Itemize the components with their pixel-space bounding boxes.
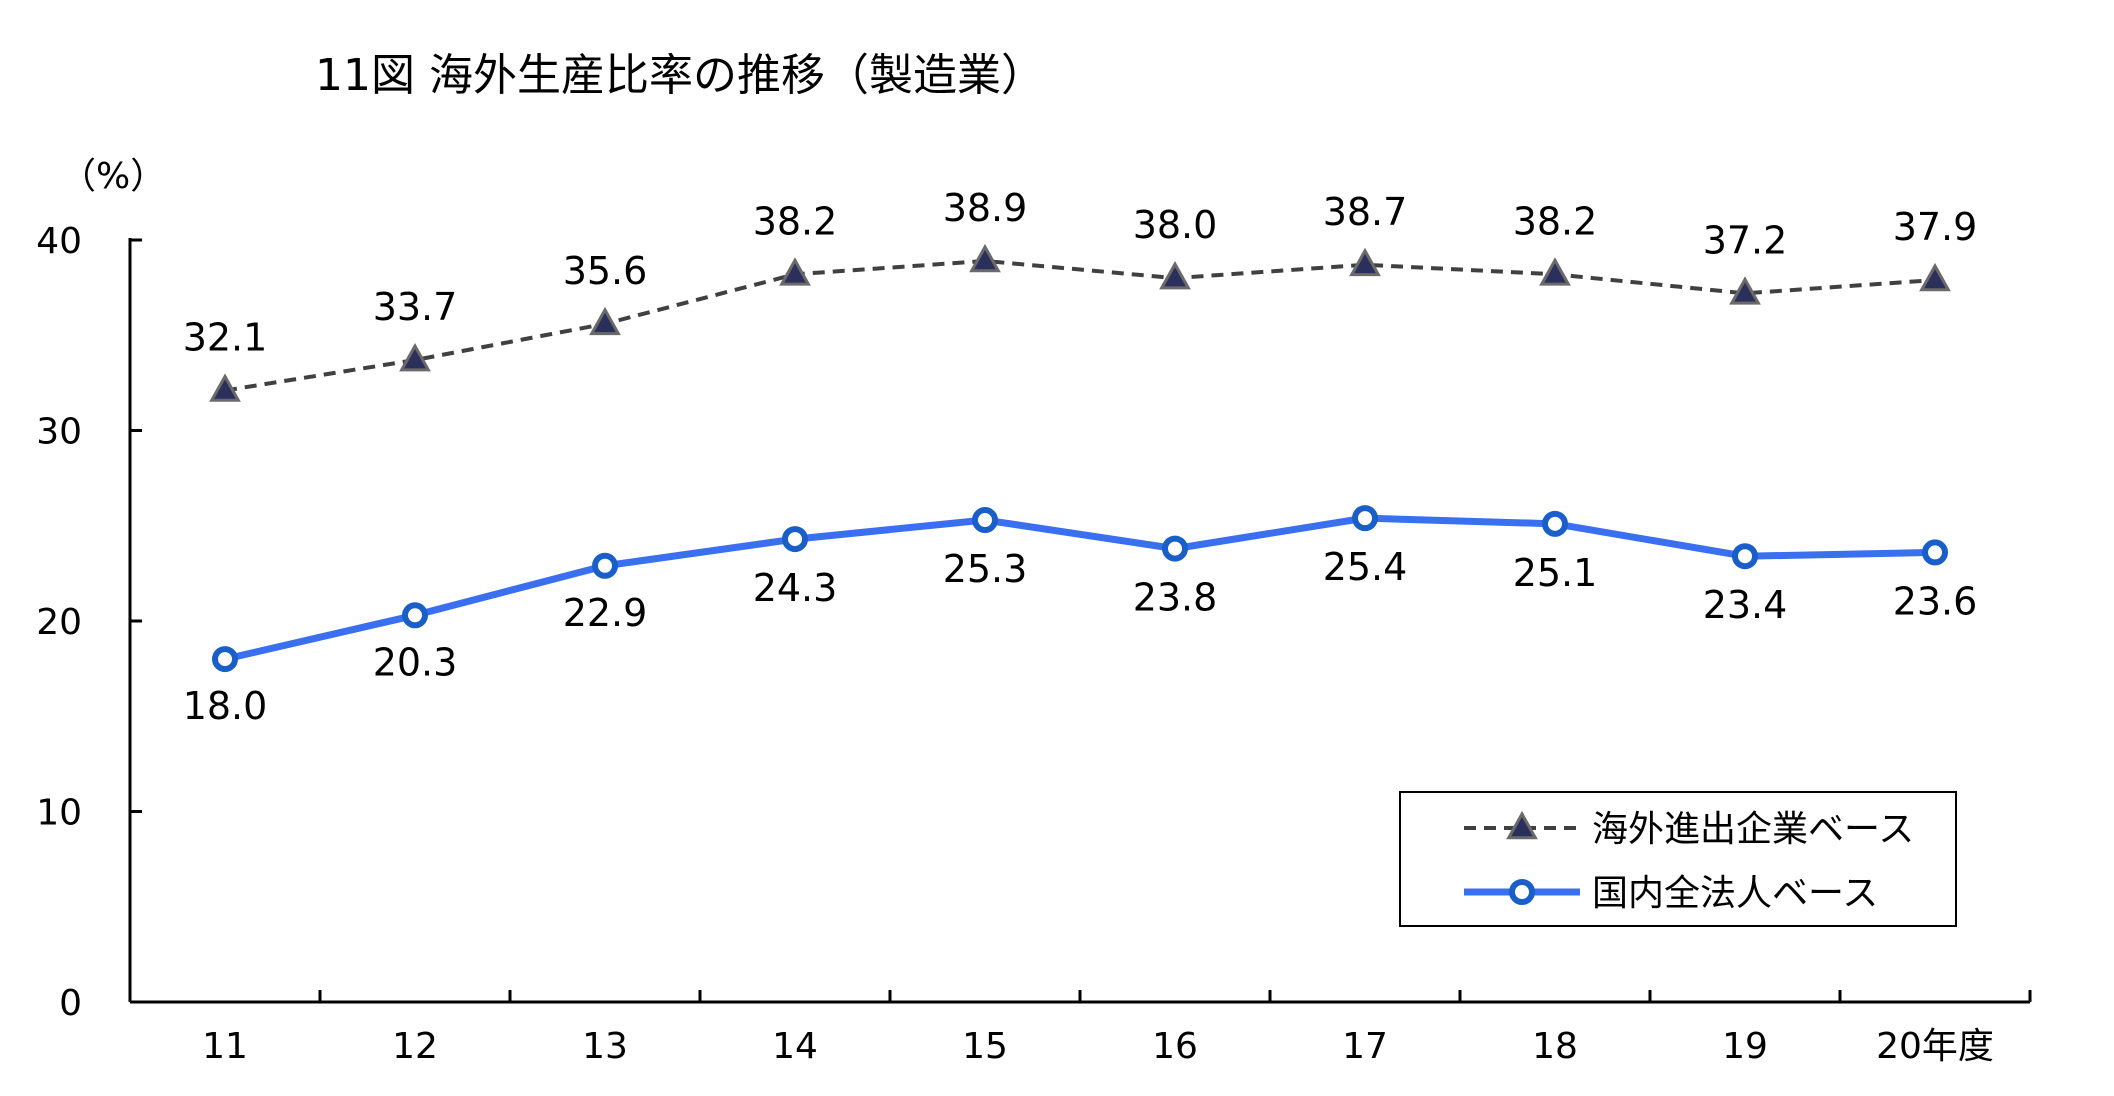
x-tick-label: 19	[1722, 1026, 1768, 1067]
data-label: 38.9	[943, 186, 1028, 230]
triangle-marker	[1349, 247, 1381, 277]
chart-title: 11図 海外生産比率の推移（製造業）	[315, 50, 1045, 101]
data-label: 25.3	[943, 547, 1028, 591]
data-label: 18.0	[183, 684, 268, 728]
x-tick-label: 13	[582, 1026, 628, 1067]
data-label: 38.2	[1513, 199, 1598, 243]
legend-box	[1399, 791, 1957, 927]
data-label: 38.0	[1133, 203, 1218, 247]
y-tick-label: 40	[36, 221, 82, 262]
legend-circle-marker	[1509, 879, 1535, 905]
triangle-marker	[1919, 262, 1951, 292]
triangle-marker	[779, 257, 811, 286]
x-tick-label: 16	[1152, 1026, 1198, 1067]
data-label: 25.1	[1513, 551, 1598, 595]
data-label: 37.9	[1893, 205, 1978, 249]
data-label: 25.4	[1323, 545, 1408, 589]
triangle-marker	[399, 342, 431, 372]
triangle-marker	[589, 306, 621, 336]
x-tick-label: 15	[962, 1026, 1008, 1067]
triangle-marker	[1539, 257, 1571, 286]
x-tick-label: 11	[202, 1026, 248, 1067]
y-tick-label: 20	[36, 602, 82, 643]
circle-marker	[212, 646, 238, 673]
triangle-marker	[1159, 261, 1191, 290]
x-tick-label: 18	[1532, 1026, 1578, 1067]
circle-marker	[1352, 505, 1378, 532]
data-label: 23.4	[1703, 583, 1788, 627]
legend-triangle-marker	[1506, 810, 1538, 840]
legend-label: 国内全法人ベース	[1592, 873, 1878, 914]
data-label: 32.1	[183, 315, 268, 359]
series-layer	[209, 243, 1951, 673]
triangle-marker	[1729, 276, 1761, 305]
circle-marker	[402, 602, 428, 629]
domestic-base-line	[224, 514, 1936, 663]
data-label: 35.6	[563, 249, 648, 293]
axes: 0 10 20 30 40 11 12 13 14 15 16 17 18 19 20年度	[36, 221, 2032, 1067]
circle-marker	[972, 507, 998, 534]
data-label: 20.3	[373, 640, 458, 684]
x-tick-label: 12	[392, 1026, 438, 1067]
circle-marker	[1162, 535, 1188, 562]
data-label: 23.8	[1133, 576, 1218, 620]
x-tick-label: 20年度	[1876, 1026, 1994, 1067]
data-label: 38.2	[753, 199, 838, 243]
circle-marker	[1732, 543, 1758, 570]
y-tick-label: 0	[59, 983, 82, 1024]
triangle-marker	[209, 373, 241, 402]
x-tick-label: 17	[1342, 1026, 1388, 1067]
data-label: 24.3	[753, 566, 838, 610]
circle-marker	[1542, 510, 1568, 537]
y-axis-unit-label: （%）	[60, 156, 166, 197]
y-tick-label: 30	[36, 412, 82, 453]
data-label: 22.9	[563, 591, 648, 635]
circle-marker	[1922, 539, 1948, 566]
x-tick-label: 14	[772, 1026, 818, 1067]
triangle-marker	[969, 243, 1001, 273]
circle-marker	[592, 552, 618, 579]
data-label: 33.7	[373, 285, 458, 329]
y-tick-label: 10	[36, 793, 82, 834]
overseas-base-line	[224, 258, 1936, 393]
legend-label: 海外進出企業ベース	[1592, 809, 1914, 850]
data-labels-layer: 32.1 33.7 35.6 38.2 38.9 38.0 38.7 38.2 37.2 37.9…	[183, 186, 1978, 728]
circle-marker	[782, 526, 808, 553]
data-label: 37.2	[1703, 218, 1788, 262]
data-label: 23.6	[1893, 579, 1978, 623]
data-label: 38.7	[1323, 190, 1408, 234]
